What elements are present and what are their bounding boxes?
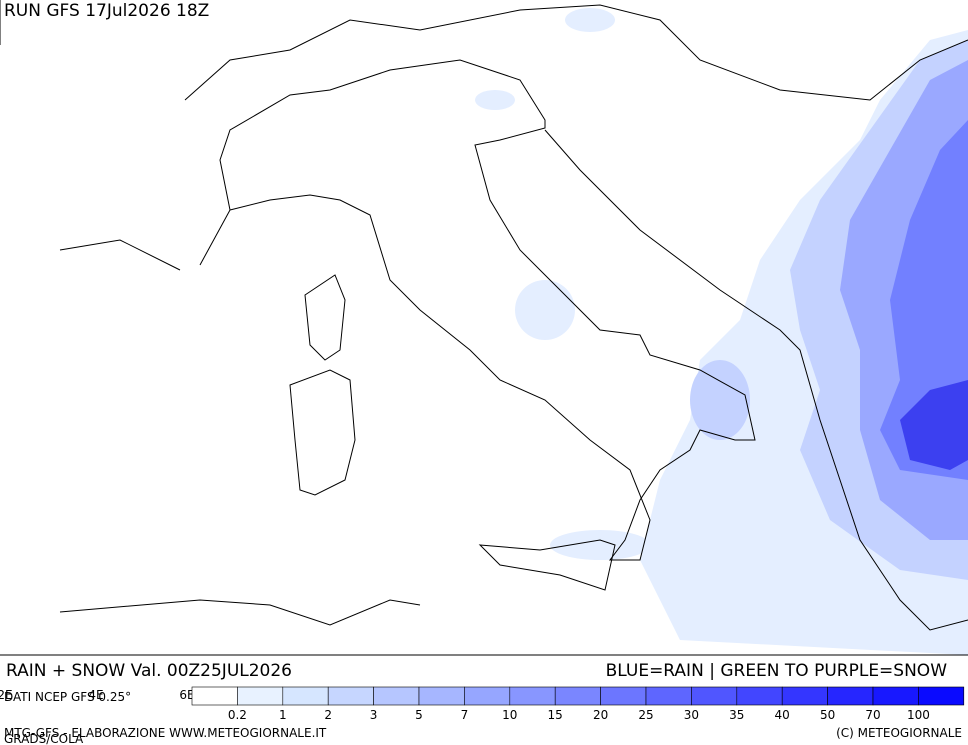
colorbar-label: 20 [593,708,608,722]
colorbar-label: 50 [820,708,835,722]
precipitation-shading [475,8,968,655]
colorbar-label: 10 [502,708,517,722]
colorbar-box [509,686,556,706]
colorbar-label: 25 [638,708,653,722]
colorbar-box [918,686,965,706]
chart-title: RAIN + SNOW Val. 00Z25JUL2026 [6,661,292,681]
longitude-label: 4E [88,688,103,702]
colorbar-label: 35 [729,708,744,722]
colorbar-label: 5 [415,708,423,722]
data-source: DATI NCEP GFS 0.25° [4,690,131,704]
colorbar-label: 15 [548,708,563,722]
credit: MTG-GFS - ELABORAZIONE WWW.METEOGIORNALE… [4,726,327,740]
colorbar-box [691,686,738,706]
colorbar-box [554,686,601,706]
colorbar-box [600,686,647,706]
colorbar-box [781,686,828,706]
copyright: (C) METEOGIORNALE [836,726,962,740]
colorbar-label: 0.2 [228,708,247,722]
colorbar-box [872,686,919,706]
colorbar-box [191,686,238,706]
colorbar-label: 7 [461,708,469,722]
longitude-label: 6E [179,688,194,702]
coastlines [0,0,968,631]
longitude-label: 2E [0,688,13,702]
colorbar-box [418,686,465,706]
colorbar-label: 70 [865,708,880,722]
run-label: RUN GFS 17Jul2026 18Z [4,1,209,21]
colorbar-box [237,686,284,706]
colorbar-box [373,686,420,706]
colorbar: 0.2 1 2 3 5 7 10 15 20 25 30 35 40 50 70 100 [191,686,965,722]
color-key: BLUE=RAIN | GREEN TO PURPLE=SNOW [606,661,948,681]
colorbar-label: 100 [907,708,930,722]
colorbar-label: 40 [775,708,790,722]
colorbar-label: 3 [370,708,378,722]
colorbar-label: 30 [684,708,699,722]
software: GRADS/COLA [4,732,84,745]
colorbar-label: 2 [324,708,332,722]
colorbar-box [282,686,329,706]
colorbar-box [464,686,511,706]
colorbar-box [327,686,374,706]
colorbar-box [827,686,874,706]
colorbar-label: 1 [279,708,287,722]
colorbar-box [645,686,692,706]
colorbar-box [736,686,783,706]
